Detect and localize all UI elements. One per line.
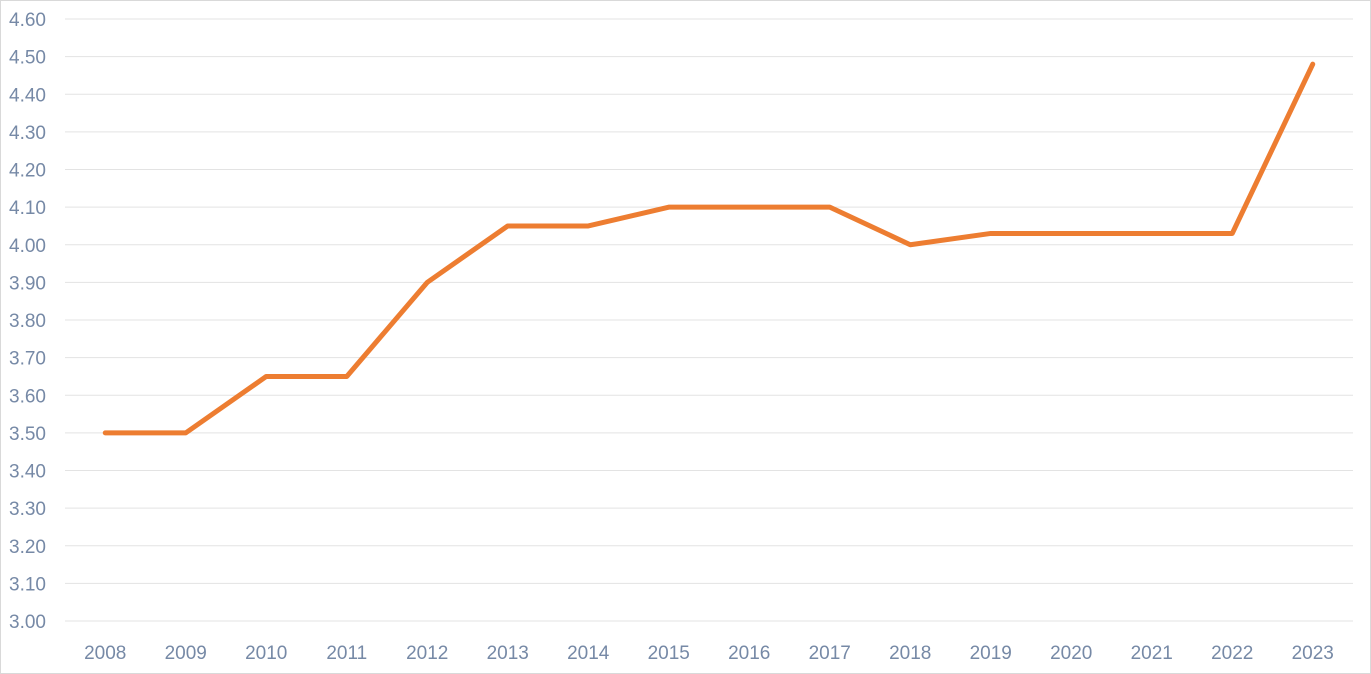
series-lines xyxy=(102,61,1316,436)
x-tick-label: 2012 xyxy=(406,643,448,664)
x-tick-label: 2009 xyxy=(165,643,207,664)
gridlines xyxy=(65,18,1353,622)
y-tick-label: 3.00 xyxy=(9,612,46,633)
y-tick-label: 3.40 xyxy=(9,462,46,483)
x-tick-label: 2008 xyxy=(84,643,126,664)
x-tick-label: 2021 xyxy=(1131,643,1173,664)
y-tick-label: 4.40 xyxy=(9,85,46,106)
x-tick-label: 2016 xyxy=(728,643,770,664)
series-line-0 xyxy=(102,61,1316,436)
x-tick-label: 2015 xyxy=(648,643,690,664)
y-tick-label: 4.20 xyxy=(9,161,46,182)
y-axis-tick-labels: 3.00 3.10 3.20 3.30 3.40 3.50 3.60 3.70 3.80 3.90… xyxy=(9,10,46,633)
y-tick-label: 3.30 xyxy=(9,499,46,520)
x-tick-label: 2018 xyxy=(889,643,931,664)
x-tick-label: 2023 xyxy=(1292,643,1334,664)
y-tick-label: 4.30 xyxy=(9,123,46,144)
x-tick-label: 2022 xyxy=(1211,643,1253,664)
x-tick-label: 2013 xyxy=(487,643,529,664)
y-tick-label: 3.10 xyxy=(9,574,46,595)
x-tick-label: 2017 xyxy=(809,643,851,664)
x-tick-label: 2020 xyxy=(1050,643,1092,664)
y-tick-label: 4.10 xyxy=(9,198,46,219)
x-tick-label: 2010 xyxy=(245,643,287,664)
x-axis-tick-labels: 2008 2009 2010 2011 2012 2013 2014 2015 2016 2017… xyxy=(84,643,1334,664)
y-tick-label: 3.80 xyxy=(9,311,46,332)
y-tick-label: 4.60 xyxy=(9,10,46,31)
x-tick-label: 2011 xyxy=(326,643,367,664)
y-tick-label: 3.50 xyxy=(9,424,46,445)
x-tick-label: 2019 xyxy=(970,643,1012,664)
y-tick-label: 3.70 xyxy=(9,349,46,370)
x-tick-label: 2014 xyxy=(567,643,610,664)
y-tick-label: 4.00 xyxy=(9,236,46,257)
y-tick-label: 4.50 xyxy=(9,48,46,69)
y-tick-label: 3.90 xyxy=(9,273,46,294)
y-tick-label: 3.60 xyxy=(9,386,46,407)
y-tick-label: 3.20 xyxy=(9,537,46,558)
